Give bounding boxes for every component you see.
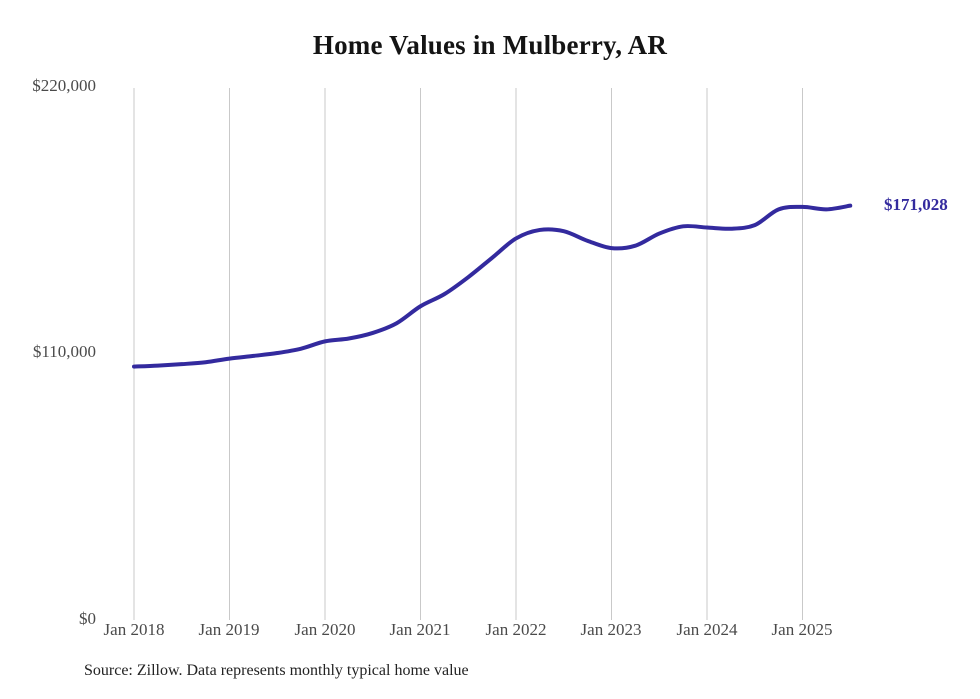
x-axis-tick-jan-2020: Jan 2020	[294, 620, 356, 639]
x-axis-tick-jan-2024: Jan 2024	[676, 620, 738, 639]
x-axis-tick-jan-2021: Jan 2021	[389, 620, 451, 639]
chart-title: Home Values in Mulberry, AR	[312, 30, 668, 60]
y-axis-tick-220000: $220,000	[32, 76, 96, 95]
x-axis-tick-jan-2018: Jan 2018	[103, 620, 165, 639]
vertical-gridlines	[133, 88, 803, 620]
y-axis-tick-110000: $110,000	[32, 342, 96, 361]
y-axis-tick-0: $0	[79, 609, 96, 628]
end-value-label: $171,028	[884, 194, 948, 214]
source-note: Source: Zillow. Data represents monthly …	[84, 662, 469, 679]
x-axis-tick-jan-2019: Jan 2019	[198, 620, 260, 639]
x-axis-tick-jan-2025: Jan 2025	[771, 620, 833, 639]
value-line-path	[132, 203, 853, 369]
x-axis-tick-jan-2022: Jan 2022	[485, 620, 547, 639]
x-axis-tick-jan-2023: Jan 2023	[580, 620, 642, 639]
